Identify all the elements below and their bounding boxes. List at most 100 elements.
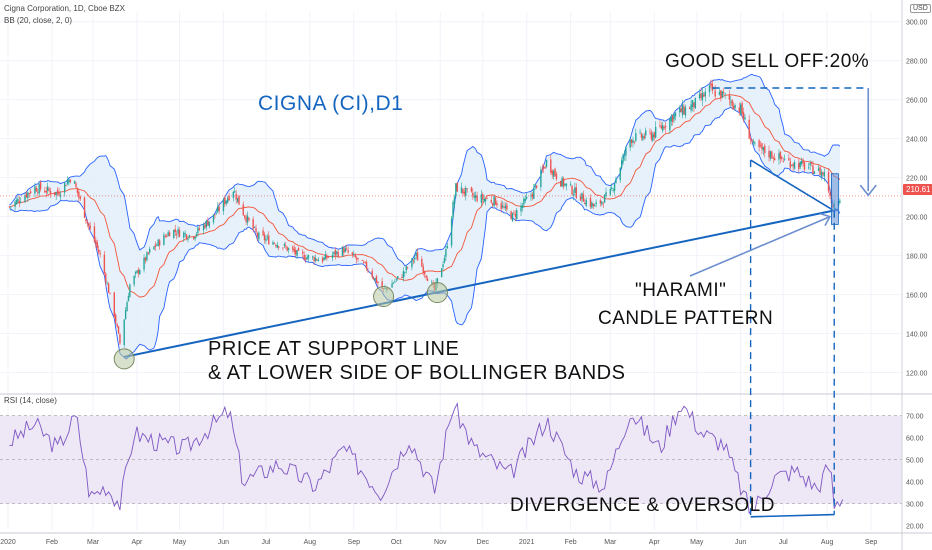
candle-body (698, 93, 701, 99)
divergence-label: DIVERGENCE & OVERSOLD (510, 495, 775, 516)
candle-body (88, 223, 90, 226)
candle-body (207, 220, 209, 226)
candle-body (107, 283, 110, 293)
price-tick-label: 120.00 (906, 371, 928, 378)
candle-body (662, 125, 664, 131)
time-tick-label: Jun (735, 539, 746, 546)
candle-body (297, 247, 300, 251)
candle-body (282, 247, 284, 249)
candle-body (591, 202, 593, 208)
candle-body (612, 189, 614, 191)
candle-body (25, 193, 28, 198)
candle-body (149, 248, 151, 253)
candle-body (768, 150, 770, 158)
candle-body (500, 203, 502, 210)
candle-body (166, 236, 168, 238)
candle-body (66, 180, 69, 185)
candle-body (29, 191, 32, 194)
candle-body (307, 255, 310, 259)
candle-body (217, 206, 219, 212)
price-tick-label: 180.00 (906, 254, 928, 261)
candle-body (530, 195, 532, 197)
candle-body (581, 192, 583, 199)
candle-body (306, 257, 308, 260)
candle-body (540, 169, 542, 187)
candle-body (414, 257, 416, 260)
candle-body (654, 126, 657, 138)
candle-body (550, 159, 552, 173)
candle-body (44, 190, 46, 193)
candle-body (560, 180, 562, 187)
candle-body (375, 276, 378, 283)
candle-body (674, 112, 677, 117)
candle-body (361, 260, 363, 261)
sell-off-arrow-head (859, 184, 877, 197)
candle-body (431, 282, 433, 284)
candle-body (739, 104, 742, 115)
candle-body (341, 247, 344, 257)
candle-body (69, 180, 72, 182)
candle-body (238, 195, 240, 205)
time-tick-label: Sep (865, 539, 878, 546)
candle-body (302, 251, 304, 254)
candle-body (391, 283, 393, 288)
candle-body (730, 101, 732, 103)
candle-body (625, 147, 627, 156)
candle-body (611, 187, 613, 189)
candle-body (799, 161, 801, 168)
chart-title: CIGNA (CI),D1 (258, 92, 404, 115)
candle-body (425, 275, 427, 278)
candle-body (313, 257, 315, 262)
currency-label[interactable]: USD (910, 4, 931, 13)
candle-body (314, 257, 317, 262)
candle-body (54, 191, 56, 195)
candle-body (476, 195, 478, 202)
candle-body (56, 190, 59, 194)
candle-body (173, 229, 175, 238)
candle-body (649, 131, 651, 133)
rsi-tick-label: 60.00 (906, 436, 924, 443)
drawings (113, 87, 877, 518)
candle-body (569, 184, 572, 186)
candle-body (754, 142, 756, 144)
rsi-tick-label: 50.00 (906, 458, 924, 465)
candle-body (724, 93, 726, 95)
candle-body (812, 165, 814, 174)
candle-body (405, 266, 407, 271)
candle-body (520, 205, 522, 212)
candle-body (561, 177, 563, 187)
candle-body (525, 196, 528, 199)
candle-body (292, 246, 294, 250)
candle-body (514, 213, 517, 217)
candle-body (803, 162, 806, 170)
rsi-pane (0, 401, 902, 515)
candle-body (158, 240, 161, 246)
bb-band-fill (9, 74, 840, 359)
candle-body (493, 196, 495, 207)
candle-body (555, 173, 558, 180)
candle-body (632, 139, 634, 143)
candle-body (351, 252, 354, 255)
candle-body (78, 191, 80, 198)
candle-body (599, 200, 602, 204)
candle-body (178, 229, 181, 237)
candle-body (680, 108, 682, 113)
candle-body (321, 257, 324, 262)
candle-body (354, 254, 356, 258)
candle-body (144, 257, 147, 261)
rsi-indicator-label: RSI (14, close) (4, 396, 57, 405)
candle-body (39, 182, 42, 190)
candle-body (713, 88, 715, 90)
candle-body (490, 200, 492, 203)
support-label-2: & AT LOWER SIDE OF BOLLINGER BANDS (208, 362, 626, 384)
candle-body (691, 100, 694, 107)
candle-body (154, 244, 157, 248)
candle-body (37, 191, 39, 193)
candle-body (748, 119, 750, 139)
candle-body (129, 284, 131, 297)
candle-body (272, 242, 274, 245)
candle-body (353, 253, 355, 256)
candle-body (225, 200, 227, 204)
candle-body (664, 125, 667, 128)
